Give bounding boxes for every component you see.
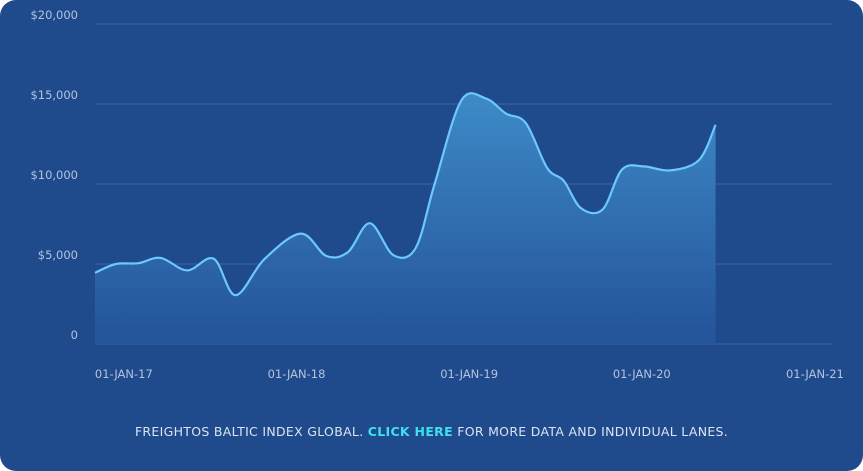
area-layer xyxy=(94,92,717,344)
y-tick-label: $10,000 xyxy=(30,168,78,182)
x-tick-label: 01-JAN-20 xyxy=(613,367,671,381)
y-tick-label: $15,000 xyxy=(30,88,78,102)
footer-suffix: FOR MORE DATA AND INDIVIDUAL LANES. xyxy=(457,424,729,439)
x-tick-label: 01-JAN-21 xyxy=(786,367,844,381)
x-tick-label: 01-JAN-19 xyxy=(440,367,498,381)
series-line xyxy=(94,92,717,297)
y-axis: 0 $5,000 $10,000 $15,000 $20,000 xyxy=(30,8,78,342)
x-tick-label: 01-JAN-18 xyxy=(268,367,326,381)
y-tick-label: $5,000 xyxy=(38,248,78,262)
click-here-link[interactable]: CLICK HERE xyxy=(367,424,453,439)
footer-prefix: FREIGHTOS BALTIC INDEX GLOBAL. xyxy=(134,424,364,439)
x-axis: 01-JAN-17 01-JAN-18 01-JAN-19 01-JAN-20 01-J… xyxy=(95,367,844,381)
x-tick-label: 01-JAN-17 xyxy=(95,367,153,381)
y-tick-label: 0 xyxy=(71,328,78,342)
footer-caption: FREIGHTOS BALTIC INDEX GLOBAL. CLICK HER… xyxy=(0,424,863,439)
y-tick-label: $20,000 xyxy=(30,8,78,22)
area-fill xyxy=(95,93,716,344)
